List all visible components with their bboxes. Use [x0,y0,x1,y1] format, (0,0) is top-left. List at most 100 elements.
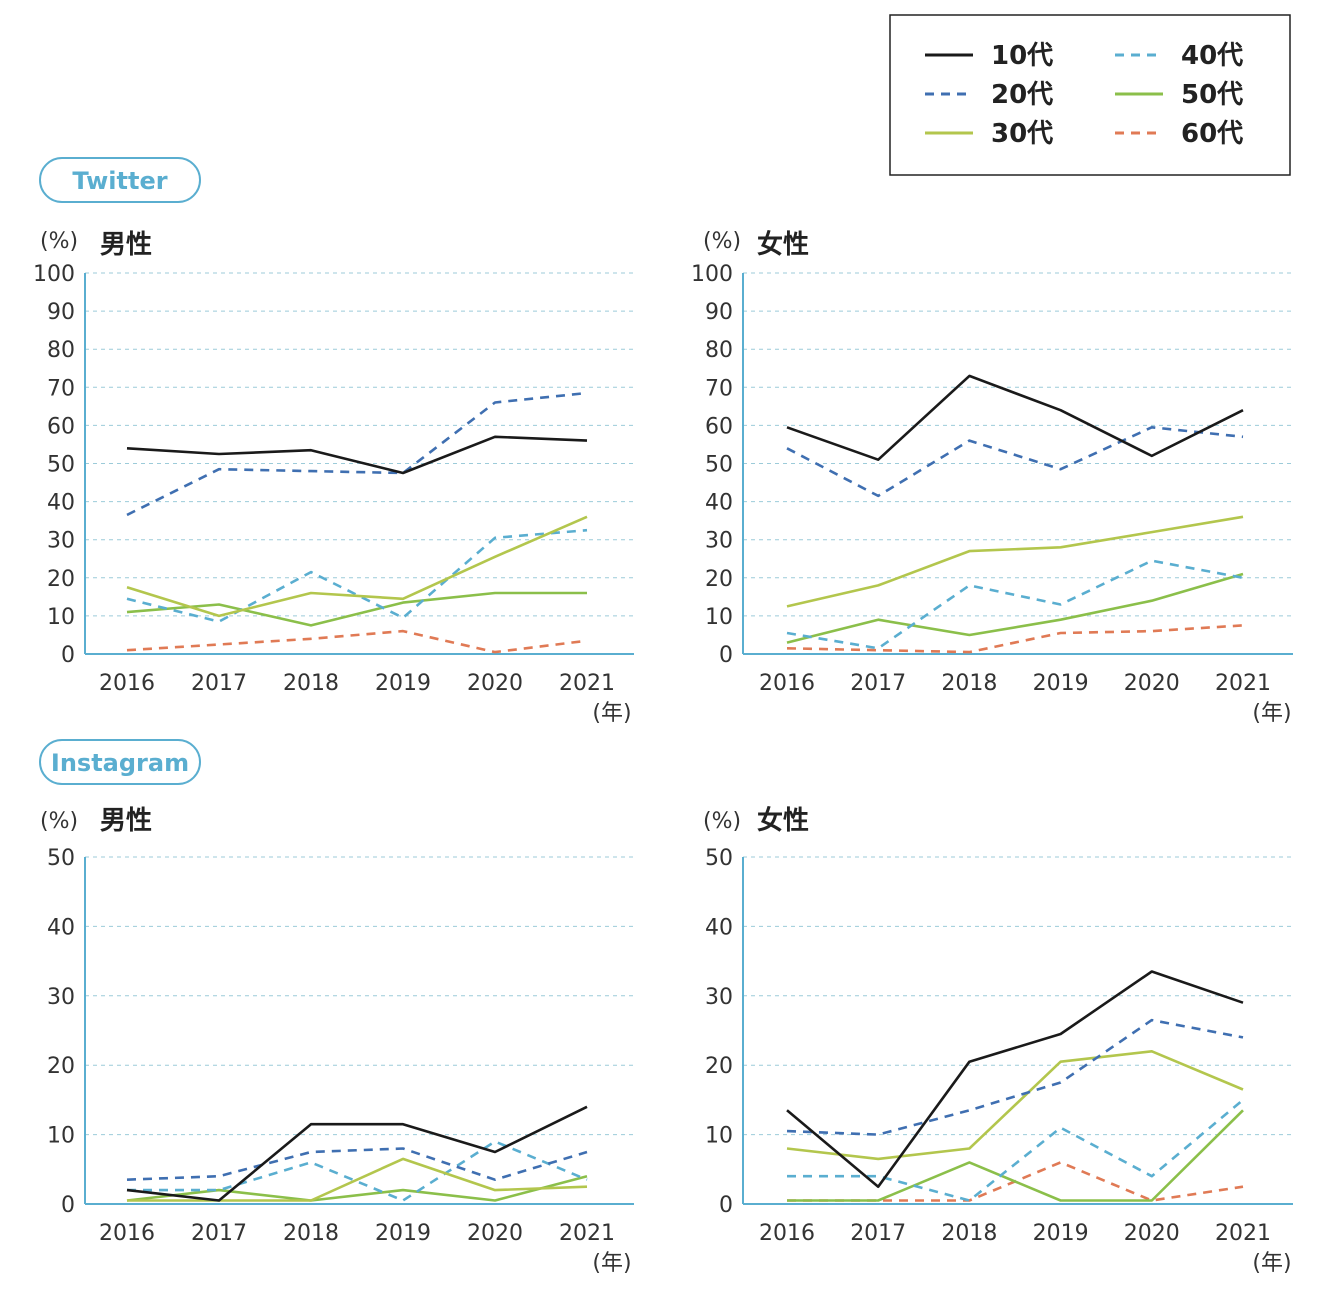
legend-label-s20: 20代 [991,80,1053,110]
y-tick-label: 20 [705,567,733,592]
legend-label-s30: 30代 [991,119,1053,149]
legend-entry-s60: 60代 [1115,119,1243,149]
series-line-s10 [126,1105,588,1202]
series-lines [126,1105,588,1202]
legend-entry-s10: 10代 [925,41,1053,71]
x-tick-label: 2021 [559,1221,615,1246]
chart-instagram-female: 0 10 20 30 40 50 2016 2017 2018 2019 2020 2021 (%) 女性… [703,805,1293,1276]
chart-title: 男性 [100,230,152,260]
y-unit-label: (%) [703,229,741,254]
x-tick-labels: 2016 2017 2018 2019 2020 2021 [99,671,615,696]
y-tick-label: 10 [705,605,733,630]
y-unit-label: (%) [40,229,78,254]
y-tick-label: 70 [705,376,733,401]
y-tick-label: 90 [47,300,75,325]
y-tick-label: 100 [691,262,733,287]
y-tick-label: 40 [705,491,733,516]
series-lines [786,374,1244,654]
x-unit-label: (年) [592,701,631,726]
x-tick-label: 2020 [1124,671,1180,696]
y-tick-label: 40 [47,915,75,940]
x-tick-label: 2017 [850,671,906,696]
y-tick-labels: 0 10 20 30 40 50 [47,846,75,1218]
gridlines [743,856,1293,1136]
y-tick-label: 50 [47,453,75,478]
y-tick-label: 0 [719,1193,733,1218]
series-line-s20 [126,391,588,517]
x-tick-label: 2020 [1124,1221,1180,1246]
y-tick-label: 10 [47,605,75,630]
x-tick-label: 2018 [283,671,339,696]
x-tick-label: 2019 [1033,1221,1089,1246]
gridlines [743,272,1293,617]
y-tick-label: 90 [705,300,733,325]
series-line-s20 [786,1018,1244,1136]
twitter-badge-pill [39,157,201,203]
x-tick-label: 2016 [99,671,155,696]
y-tick-label: 40 [705,915,733,940]
series-line-s40 [126,528,588,623]
instagram-badge-label: Instagram [51,749,189,777]
y-tick-label: 30 [47,985,75,1010]
legend-entry-s40: 40代 [1115,41,1243,71]
legend-label-s50: 50代 [1181,80,1243,110]
legend-label-s40: 40代 [1181,41,1243,71]
y-tick-label: 30 [705,985,733,1010]
series-line-s30 [126,515,588,618]
y-tick-label: 0 [61,1193,75,1218]
x-unit-label: (年) [1252,701,1291,726]
legend: 10代 20代 30代 40代 50代 60代 [889,14,1291,176]
x-tick-label: 2017 [191,1221,247,1246]
series-line-s50 [787,1109,1244,1202]
twitter-section-badge: Twitter [39,157,201,203]
y-tick-label: 0 [61,643,75,668]
y-tick-label: 40 [47,491,75,516]
legend-entry-s30: 30代 [925,119,1053,149]
y-tick-label: 80 [705,338,733,363]
legend-entry-s20: 20代 [925,80,1053,110]
chart-title: 女性 [757,805,809,836]
legend-items: 10代 20代 30代 40代 50代 60代 [925,41,1243,149]
y-tick-label: 20 [47,1054,75,1079]
y-tick-label: 50 [705,846,733,871]
x-tick-label: 2017 [850,1221,906,1246]
instagram-section-badge: Instagram [39,739,201,785]
legend-box [889,14,1291,176]
x-unit-label: (年) [1252,1251,1291,1276]
x-tick-label: 2019 [375,1221,431,1246]
x-unit-label: (年) [592,1251,631,1276]
y-tick-label: 60 [47,414,75,439]
series-lines [786,970,1244,1202]
x-tick-labels: 2016 2017 2018 2019 2020 2021 [759,671,1271,696]
series-line-s60 [126,629,588,654]
y-tick-label: 20 [47,567,75,592]
y-unit-label: (%) [40,809,78,834]
gridlines [85,272,634,617]
x-tick-label: 2018 [941,1221,997,1246]
legend-label-s10: 10代 [991,41,1053,71]
x-tick-label: 2021 [559,671,615,696]
gridlines [85,856,634,1136]
series-line-s50 [786,572,1244,644]
chart-title: 女性 [757,229,809,260]
series-lines [126,391,588,654]
y-tick-label: 80 [47,338,75,363]
series-line-s50 [126,1174,588,1202]
y-tick-labels: 0 10 20 30 40 50 [705,846,733,1218]
x-tick-label: 2021 [1215,671,1271,696]
x-tick-label: 2018 [941,671,997,696]
y-tick-label: 50 [47,846,75,871]
y-tick-label: 10 [47,1124,75,1149]
series-line-s40 [786,559,1244,650]
y-tick-labels: 0 10 20 30 40 50 60 70 80 90 100 [33,262,75,668]
legend-entry-s50: 50代 [1115,80,1243,110]
x-tick-labels: 2016 2017 2018 2019 2020 2021 [759,1221,1271,1246]
chart-instagram-male: 0 10 20 30 40 50 2016 2017 2018 2019 2020 2021 (%) 男性… [40,806,634,1276]
y-tick-label: 0 [719,643,733,668]
y-tick-labels: 0 10 20 30 40 50 60 70 80 90 100 [691,262,733,668]
chart-title: 男性 [100,806,152,836]
series-line-s20 [786,425,1244,498]
